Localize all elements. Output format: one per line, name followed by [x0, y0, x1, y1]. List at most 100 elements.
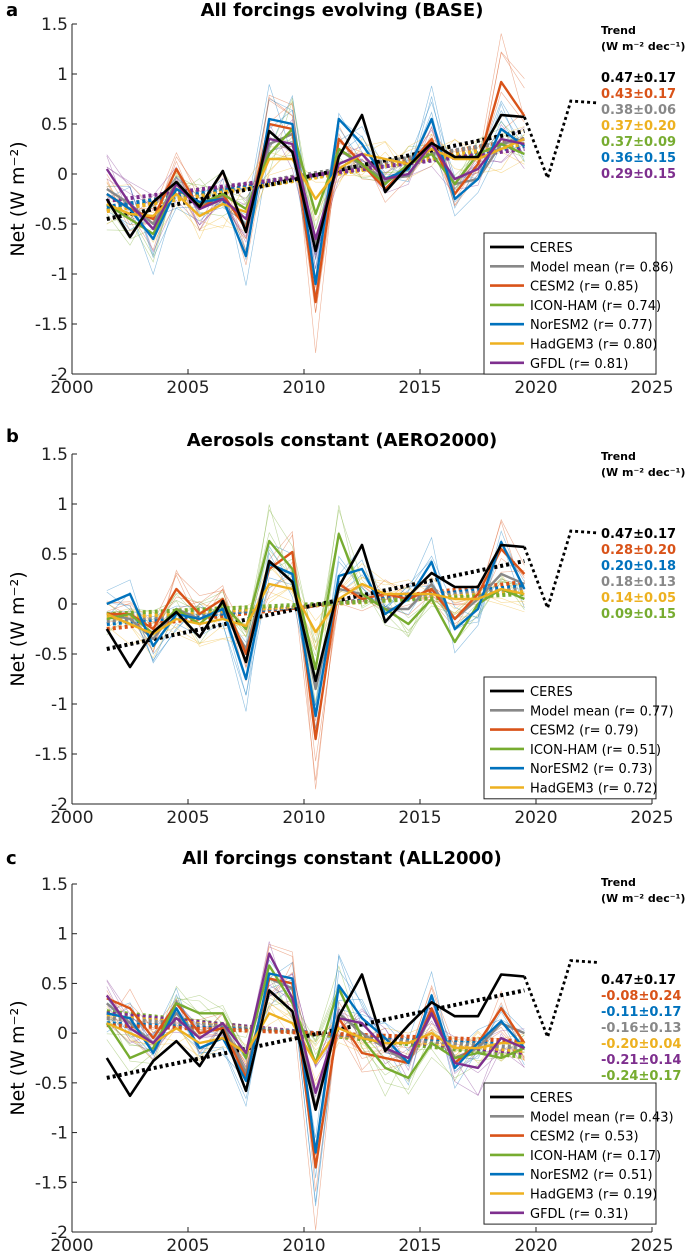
y-tick-label: -2 [51, 365, 68, 385]
x-tick-label: 2015 [398, 1236, 441, 1254]
x-tick-label: 2015 [398, 378, 441, 398]
ensemble-line-noresm2 [106, 98, 525, 261]
ensemble-line-cesm2 [106, 91, 525, 354]
trend-value-noresm2: 0.36±0.15 [601, 151, 676, 166]
ensemble-line-hadgem3 [106, 576, 525, 645]
chart-title: All forcings evolving (BASE) [201, 0, 484, 21]
trend-value-gfdl: -0.21±0.14 [601, 1053, 681, 1068]
trend-line-ceres [106, 559, 525, 651]
ensemble-line-cesm2 [106, 51, 525, 260]
legend-label-noresm2: NorESM2 (r= 0.77) [530, 318, 653, 333]
y-tick-label: -1 [51, 265, 68, 285]
y-axis-label: Net (W m⁻²) [7, 141, 29, 256]
trend-header: Trend [601, 876, 636, 889]
ensemble-line-gfdl [106, 941, 525, 1075]
y-tick-label: -2 [51, 1223, 68, 1243]
y-tick-label: 1.5 [41, 445, 68, 465]
panel-letter: a [6, 0, 18, 21]
trend-value-ceres: 0.47±0.17 [601, 71, 676, 86]
x-tick-label: 2005 [166, 1236, 209, 1254]
ensemble-line-icon-ham [106, 504, 525, 657]
y-tick-label: 0.5 [41, 115, 68, 135]
series-line-cesm2 [106, 80, 526, 304]
trend-value-hadgem3: 0.14±0.05 [601, 591, 676, 606]
series-line-cesm2 [106, 547, 526, 741]
x-tick-label: 2010 [282, 378, 325, 398]
ensemble-line-noresm2 [106, 552, 525, 707]
y-tick-label: 1.5 [41, 875, 68, 895]
x-tick-label: 2005 [166, 808, 209, 828]
trend-value-cesm2: -0.08±0.24 [601, 989, 681, 1004]
ensemble-line-hadgem3 [106, 567, 525, 650]
y-tick-label: -0.5 [35, 1074, 68, 1094]
trend-value-gfdl: 0.29±0.15 [601, 167, 676, 182]
legend-label-ceres: CERES [530, 685, 573, 700]
y-tick-label: -1 [51, 695, 68, 715]
ensemble-line-gfdl [106, 984, 525, 1096]
series-line-ceres [105, 973, 525, 1111]
legend-box [483, 232, 657, 375]
trend-value-ceres: 0.47±0.17 [601, 973, 676, 988]
ensemble-line-noresm2 [106, 100, 525, 270]
x-tick-label: 2000 [50, 808, 93, 828]
y-tick-label: 0 [57, 595, 68, 615]
y-tick-label: -0.5 [35, 215, 68, 235]
ensemble-line-gfdl [106, 973, 525, 1097]
y-axis-label: Net (W m⁻²) [7, 1000, 29, 1115]
legend-label-model-mean: Model mean (r= 0.86) [530, 260, 674, 275]
ensemble-line-icon-ham [106, 533, 525, 647]
ensemble-line-cesm2 [106, 111, 525, 313]
legend-label-hadgem3: HadGEM3 (r= 0.72) [530, 782, 657, 797]
legend-label-cesm2: CESM2 (r= 0.85) [530, 280, 639, 295]
ceres-extension-line [523, 99, 599, 183]
trend-line-cesm2 [106, 1023, 525, 1044]
trend-line-model-mean [106, 1016, 525, 1051]
series-line-ceres [105, 113, 525, 253]
panel-letter: c [6, 848, 17, 869]
trend-value-model-mean: 0.38±0.06 [601, 103, 676, 118]
ensemble-line-cesm2 [106, 534, 525, 728]
series-line-noresm2 [106, 972, 526, 1154]
x-tick-label: 2000 [50, 378, 93, 398]
ensemble-line-noresm2 [106, 959, 525, 1203]
legend-box [483, 676, 657, 800]
legend-label-icon-ham: ICON-HAM (r= 0.74) [530, 299, 661, 314]
y-tick-label: -2 [51, 795, 68, 815]
plot-area [105, 941, 526, 1231]
trend-value-cesm2: 0.43±0.17 [601, 87, 676, 102]
ceres-extension-line [523, 959, 599, 1042]
panel-letter: b [6, 426, 19, 447]
y-tick-label: -0.5 [35, 645, 68, 665]
trend-header: Trend [601, 24, 636, 37]
ensemble-line-hadgem3 [106, 565, 525, 649]
y-tick-label: 0 [57, 1024, 68, 1044]
y-tick-label: -1.5 [35, 1173, 68, 1193]
trend-line-hadgem3 [106, 142, 525, 213]
y-tick-label: 0.5 [41, 545, 68, 565]
trend-value-icon-ham: 0.37±0.09 [601, 135, 676, 150]
plot-area [105, 33, 526, 354]
series-line-hadgem3 [106, 582, 525, 636]
ensemble-line-hadgem3 [106, 133, 525, 222]
ensemble-line-cesm2 [106, 51, 525, 288]
trend-value-icon-ham: -0.24±0.17 [601, 1069, 681, 1084]
trend-line-icon-ham [106, 1009, 525, 1059]
trend-value-model-mean: -0.16±0.13 [601, 1021, 681, 1036]
series-line-gfdl [105, 137, 525, 241]
chart-title: All forcings constant (ALL2000) [182, 848, 502, 869]
series-line-icon-ham [106, 532, 525, 671]
series-line-hadgem3 [106, 1012, 525, 1065]
y-tick-label: 1.5 [41, 15, 68, 35]
x-tick-label: 2025 [630, 378, 673, 398]
legend-label-cesm2: CESM2 (r= 0.79) [530, 724, 639, 739]
ensemble-line-gfdl [106, 123, 525, 269]
legend-label-cesm2: CESM2 (r= 0.53) [530, 1130, 639, 1145]
ensemble-line-cesm2 [106, 518, 525, 790]
legend-label-noresm2: NorESM2 (r= 0.73) [530, 762, 653, 777]
legend-label-ceres: CERES [530, 241, 573, 256]
legend-label-icon-ham: ICON-HAM (r= 0.51) [530, 743, 661, 758]
ceres-extension-line [523, 529, 599, 613]
y-axis-label: Net (W m⁻²) [7, 571, 29, 686]
trend-line-hadgem3 [106, 1014, 525, 1054]
trend-header: (W m⁻² dec⁻¹): [601, 892, 685, 905]
